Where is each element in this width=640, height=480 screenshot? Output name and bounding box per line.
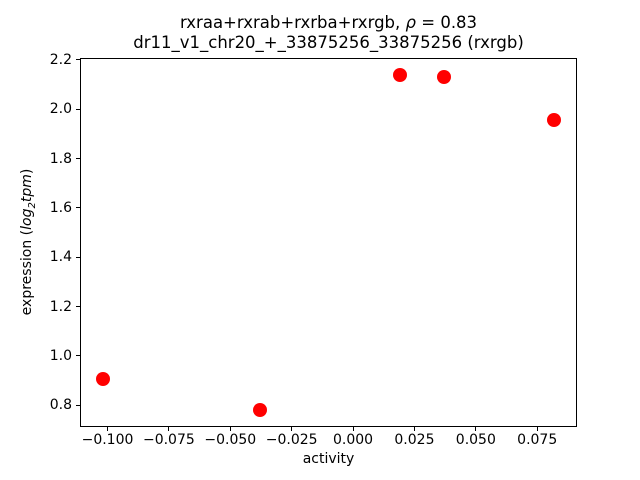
data-point	[547, 113, 562, 128]
y-axis-label-var: tpm	[19, 174, 36, 203]
y-tick-label: 2.2	[49, 51, 72, 68]
y-tick-mark	[76, 256, 80, 258]
x-tick-mark	[291, 427, 293, 431]
x-tick-mark	[229, 427, 231, 431]
x-tick-label: 0.075	[517, 432, 558, 448]
x-tick-mark	[536, 427, 538, 431]
y-tick-mark	[76, 59, 80, 61]
data-point	[95, 372, 110, 387]
rho-symbol: ρ	[405, 13, 416, 32]
y-tick-label: 1.8	[49, 150, 72, 167]
x-tick-mark	[168, 427, 170, 431]
x-tick-mark	[413, 427, 415, 431]
x-tick-label: 0.000	[333, 432, 374, 448]
y-tick-label: 0.8	[49, 397, 72, 414]
x-tick-label: −0.025	[265, 432, 318, 448]
data-point	[392, 67, 407, 82]
data-point	[252, 403, 267, 418]
y-axis-label-suffix: )	[19, 168, 36, 175]
y-tick-mark	[76, 404, 80, 406]
y-tick-label: 1.6	[49, 199, 72, 216]
y-tick-mark	[76, 158, 80, 160]
y-tick-mark	[76, 355, 80, 357]
x-tick-label: −0.075	[142, 432, 195, 448]
y-axis-label-prefix: expression (	[19, 229, 36, 316]
x-tick-label: −0.050	[204, 432, 257, 448]
chart-title: rxraa+rxrab+rxrba+rxrgb, ρ = 0.83	[80, 13, 577, 33]
y-tick-label: 1.0	[49, 347, 72, 364]
x-tick-mark	[352, 427, 354, 431]
y-tick-label: 2.0	[49, 101, 72, 118]
plot-area	[80, 58, 577, 427]
x-tick-label: −0.100	[81, 432, 134, 448]
y-axis-label-log: log	[19, 208, 36, 230]
chart-subtitle: dr11_v1_chr20_+_33875256_33875256 (rxrgb…	[133, 32, 524, 52]
y-tick-label: 1.4	[49, 249, 72, 266]
rho-value: = 0.83	[416, 13, 478, 32]
y-axis-label-sub: 2	[26, 202, 38, 209]
data-point	[436, 70, 451, 85]
chart-title-block: rxraa+rxrab+rxrba+rxrgb, ρ = 0.83 dr11_v…	[80, 13, 577, 52]
y-tick-mark	[76, 207, 80, 209]
x-tick-mark	[107, 427, 108, 431]
y-axis-label: expression (log2tpm)	[19, 169, 41, 316]
x-tick-label: 0.050	[455, 432, 496, 448]
x-axis-label: activity	[302, 451, 355, 467]
x-tick-mark	[475, 427, 477, 431]
y-tick-mark	[76, 306, 80, 308]
chart-title-text: rxraa+rxrab+rxrba+rxrgb,	[179, 13, 406, 32]
y-tick-label: 1.2	[49, 298, 72, 315]
x-tick-label: 0.025	[394, 432, 435, 448]
y-tick-mark	[76, 108, 80, 110]
